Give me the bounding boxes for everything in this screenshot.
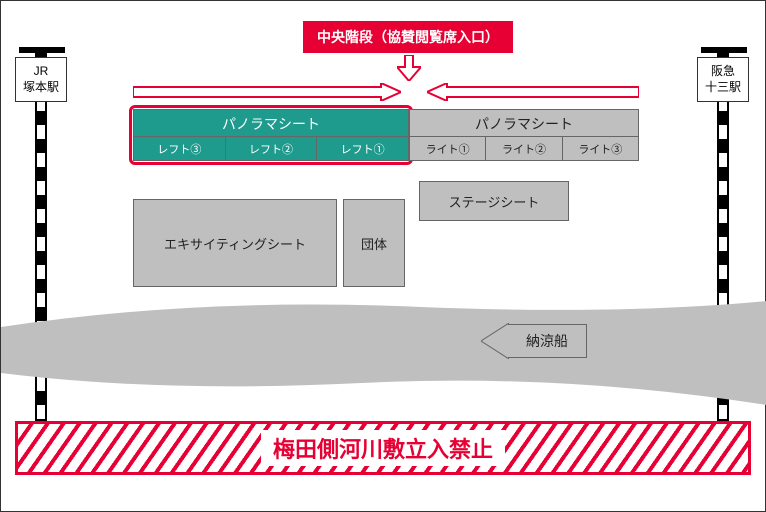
arrow-left-icon xyxy=(427,83,639,101)
boat: 納涼船 xyxy=(481,323,587,359)
header-badge-text: 中央階段（協賛閲覧席入口） xyxy=(317,29,499,45)
panorama-left-sub-3: レフト③ xyxy=(134,136,225,160)
stage-seat: ステージシート xyxy=(419,181,569,221)
right-station-label: 阪急 十三駅 xyxy=(697,57,749,102)
panorama-left-title: パノラマシート xyxy=(134,110,408,138)
boat-label: 納涼船 xyxy=(526,333,568,349)
right-station-text: 阪急 十三駅 xyxy=(705,64,741,94)
boat-arrow-icon xyxy=(481,323,509,359)
panorama-right-sub-3: ライト③ xyxy=(562,136,638,160)
panorama-right-block: パノラマシート ライト① ライト② ライト③ xyxy=(409,109,639,161)
boat-body: 納涼船 xyxy=(508,324,587,358)
forbidden-zone: 梅田側河川敷立入禁止 xyxy=(15,421,751,475)
left-station-text: JR 塚本駅 xyxy=(23,64,59,94)
arrow-right-icon xyxy=(133,83,401,101)
group-seat: 団体 xyxy=(343,199,405,287)
panorama-left-subs: レフト③ レフト② レフト① xyxy=(134,136,408,160)
down-arrow-icon xyxy=(397,55,419,77)
panorama-right-subs: ライト① ライト② ライト③ xyxy=(410,136,638,160)
forbidden-text: 梅田側河川敷立入禁止 xyxy=(261,430,505,466)
river-band xyxy=(1,297,766,407)
left-station-label: JR 塚本駅 xyxy=(15,57,67,102)
panorama-left-sub-1: レフト① xyxy=(316,136,408,160)
panorama-left-sub-2: レフト② xyxy=(225,136,317,160)
panorama-right-title: パノラマシート xyxy=(410,110,638,138)
exciting-seat: エキサイティングシート xyxy=(133,199,337,287)
panorama-right-sub-1: ライト① xyxy=(410,136,485,160)
header-badge: 中央階段（協賛閲覧席入口） xyxy=(303,21,513,53)
panorama-right-sub-2: ライト② xyxy=(485,136,561,160)
panorama-left-block: パノラマシート レフト③ レフト② レフト① xyxy=(133,109,409,161)
seat-map: 中央階段（協賛閲覧席入口） JR 塚本駅 阪急 十三駅 パノラマシート xyxy=(0,0,766,512)
